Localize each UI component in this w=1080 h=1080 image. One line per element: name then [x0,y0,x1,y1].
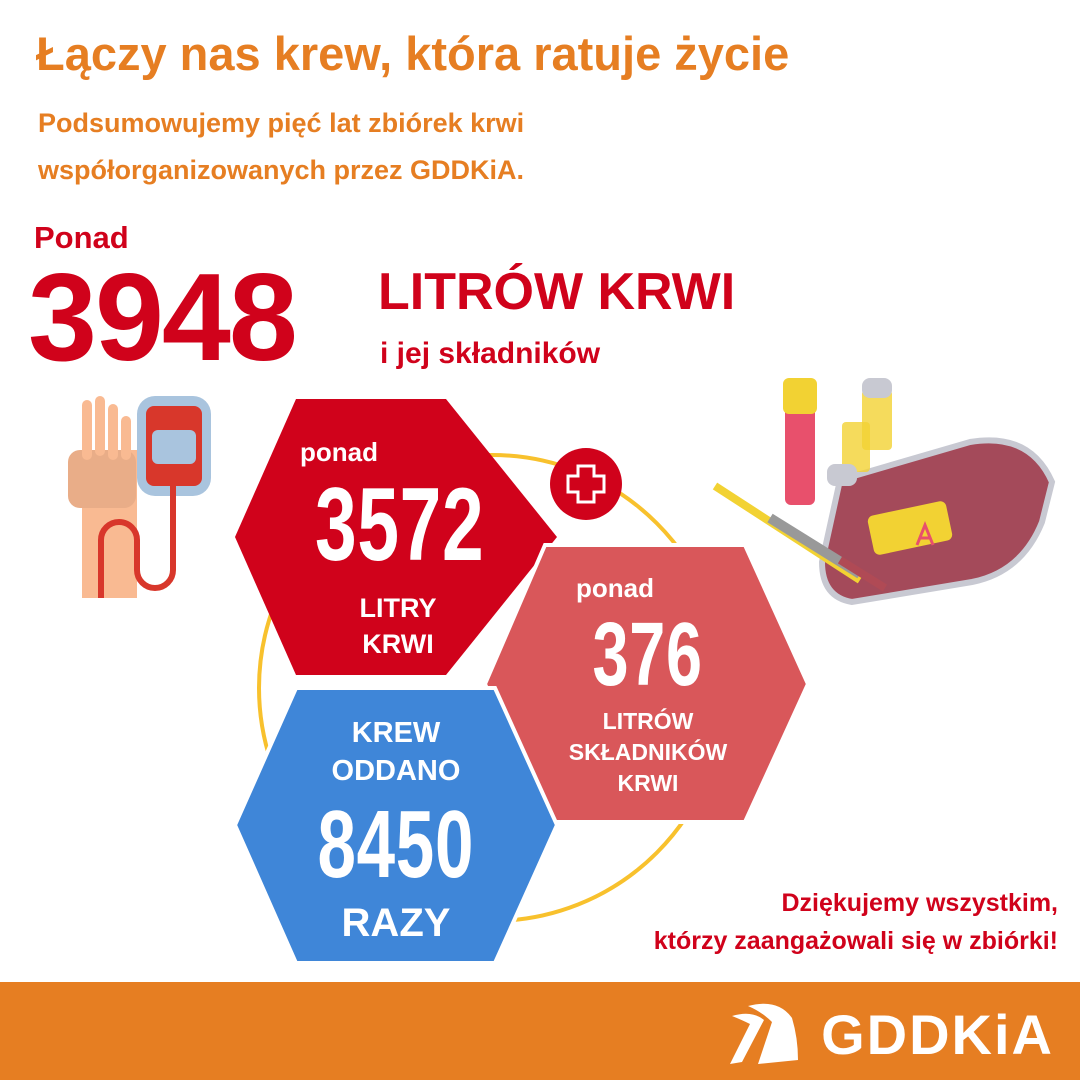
hex-blood-prefix: ponad [300,437,378,467]
hexagon-donations [232,686,560,965]
gddkia-logo-icon [730,1003,798,1064]
blood-bag-vials-syringe-icon [712,378,1056,606]
hexagon-components [482,543,811,824]
medical-cross-icon [550,448,622,520]
subtitle-line-2: współorganizowanych przez GDDKiA. [38,155,525,185]
thanks-line-2: którzy zaangażowali się w zbiórki! [653,927,1058,955]
total-suffix: i jej składników [380,337,601,370]
thanks-message: Dziękujemy wszystkim, którzy zaangażowal… [654,884,1058,960]
gddkia-brand-name: GDDKiA [821,1003,1054,1066]
hex-blood-line1: LITRY [359,593,437,623]
hex-donations-line3: RAZY [341,901,451,945]
hex-donations-value: 8450 [317,791,475,898]
hex-blood-line2: KRWI [362,629,434,659]
hex-components-prefix: ponad [576,573,654,603]
hex-components-value: 376 [592,605,704,705]
total-value: 3948 [28,249,298,387]
hex-components-line3: KRWI [617,770,679,796]
total-unit: LITRÓW KRWI [378,263,736,321]
total-prefix: Ponad [34,220,129,255]
thanks-line-1: Dziękujemy wszystkim, [781,889,1058,917]
hexagon-blood [235,399,557,675]
hex-donations-line2: ODDANO [331,755,461,787]
page-title: Łączy nas krew, która ratuje życie [36,27,790,80]
hex-blood-value: 3572 [315,467,485,583]
footer-bar [0,982,1080,1080]
hex-donations-line1: KREW [351,717,441,749]
hand-blood-bag-icon [68,396,211,598]
hex-components-line2: SKŁADNIKÓW [568,739,728,765]
hex-components-line1: LITRÓW [602,708,694,734]
subtitle-line-1: Podsumowujemy pięć lat zbiórek krwi [38,108,525,138]
